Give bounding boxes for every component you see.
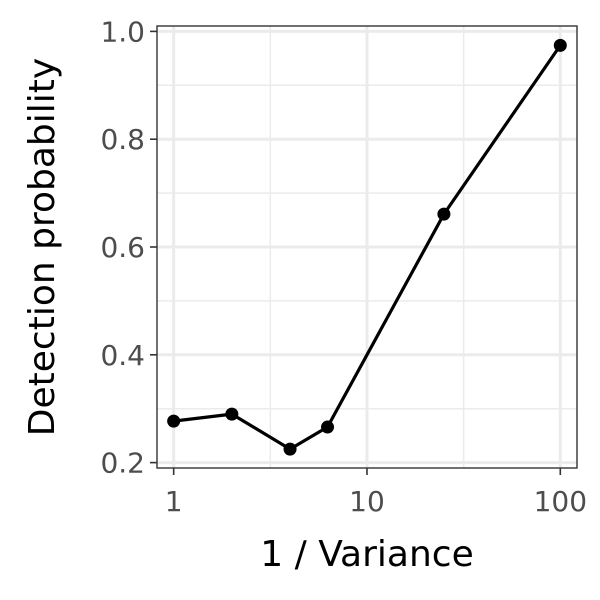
y-tick-label: 0.6 — [100, 231, 145, 264]
series-layer — [167, 38, 567, 456]
y-tick-label: 0.8 — [100, 123, 145, 156]
data-point — [167, 414, 181, 428]
data-point — [225, 407, 239, 421]
data-point — [437, 207, 451, 221]
tick-labels: 1 10 100 0.2 0.4 0.6 0.8 1.0 — [100, 15, 587, 518]
x-tick-label: 10 — [349, 485, 385, 518]
y-tick-label: 0.4 — [100, 339, 145, 372]
y-axis-title: Detection probability — [22, 58, 63, 436]
data-point — [553, 38, 567, 52]
y-tick-label: 0.2 — [100, 447, 145, 480]
x-axis-title: 1 / Variance — [260, 534, 473, 575]
x-tick-label: 100 — [534, 485, 587, 518]
axis-ticks — [150, 30, 562, 475]
y-tick-label: 1.0 — [100, 15, 145, 48]
x-tick-label: 1 — [165, 485, 183, 518]
data-point — [321, 420, 335, 434]
series-line — [172, 43, 562, 451]
data-point — [283, 442, 297, 456]
